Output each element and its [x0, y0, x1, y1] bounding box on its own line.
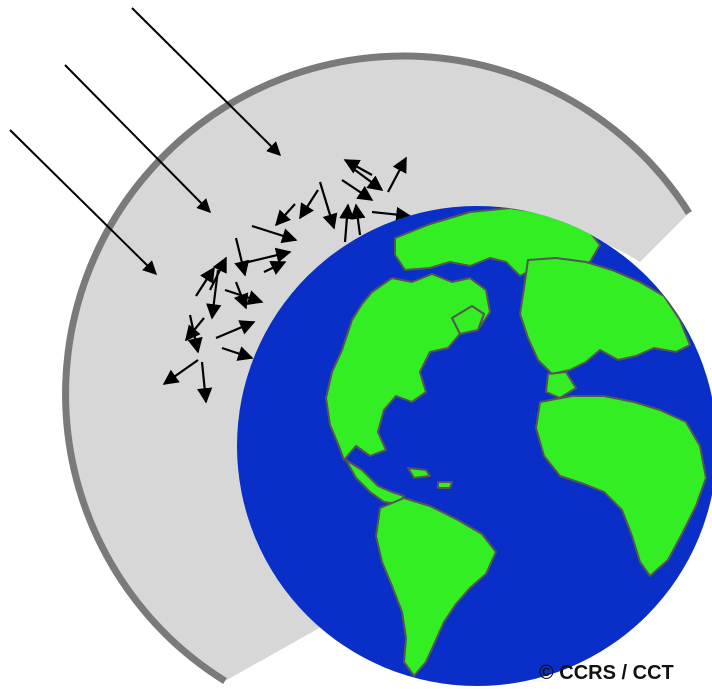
scatter-arrow-icon	[185, 317, 205, 342]
scatter-arrow-icon	[299, 189, 319, 220]
scatter-arrow-icon	[341, 179, 374, 201]
land-africa	[535, 395, 707, 577]
incoming-ray-arrow-icon	[131, 7, 281, 156]
land-north-america	[325, 273, 491, 461]
scatter-arrow-icon	[247, 247, 292, 264]
scatter-arrow-icon	[234, 237, 250, 277]
scatter-arrow-icon	[206, 269, 222, 320]
atmosphere-fill	[65, 56, 689, 682]
scatter-arrow-icon	[350, 203, 366, 236]
land-caribbean	[437, 481, 453, 489]
scatter-arrow-icon	[196, 361, 213, 404]
scatter-arrow-icon	[215, 320, 256, 340]
incoming-ray-arrow-icon	[64, 64, 211, 213]
scatter-arrow-icon	[187, 314, 203, 354]
land-caribbean	[407, 467, 431, 479]
scatter-arrow-icon	[263, 261, 287, 275]
credit-label: © CCRS / CCT	[539, 662, 674, 684]
atmosphere-layer	[62, 52, 692, 684]
land-iberia	[545, 371, 577, 399]
land-south-america	[375, 497, 497, 677]
scatter-arrow-icon	[251, 224, 298, 244]
continents	[325, 207, 707, 677]
scatter-arrow-icon	[221, 346, 254, 361]
scatter-arrow-icon	[274, 203, 296, 227]
land-arctic-island	[451, 305, 485, 335]
land-europe	[519, 257, 691, 375]
incoming-ray-arrow-icon	[9, 129, 157, 275]
scatter-arrow-icon	[195, 266, 215, 297]
scatter-arrow-icon	[343, 159, 373, 176]
scatter-arrow-icon	[162, 359, 199, 385]
scatter-arrow-icon	[339, 203, 355, 243]
atmosphere-outer-edge	[62, 52, 692, 684]
incoming-radiation	[9, 7, 281, 275]
scatter-arrow-icon	[387, 156, 407, 193]
earth-globe	[237, 206, 712, 686]
scattered-radiation	[162, 156, 412, 404]
scatter-arrow-icon	[371, 206, 412, 223]
scatter-arrow-icon	[318, 181, 338, 230]
scatter-arrow-icon	[354, 169, 384, 191]
scatter-arrow-icon	[233, 281, 249, 310]
